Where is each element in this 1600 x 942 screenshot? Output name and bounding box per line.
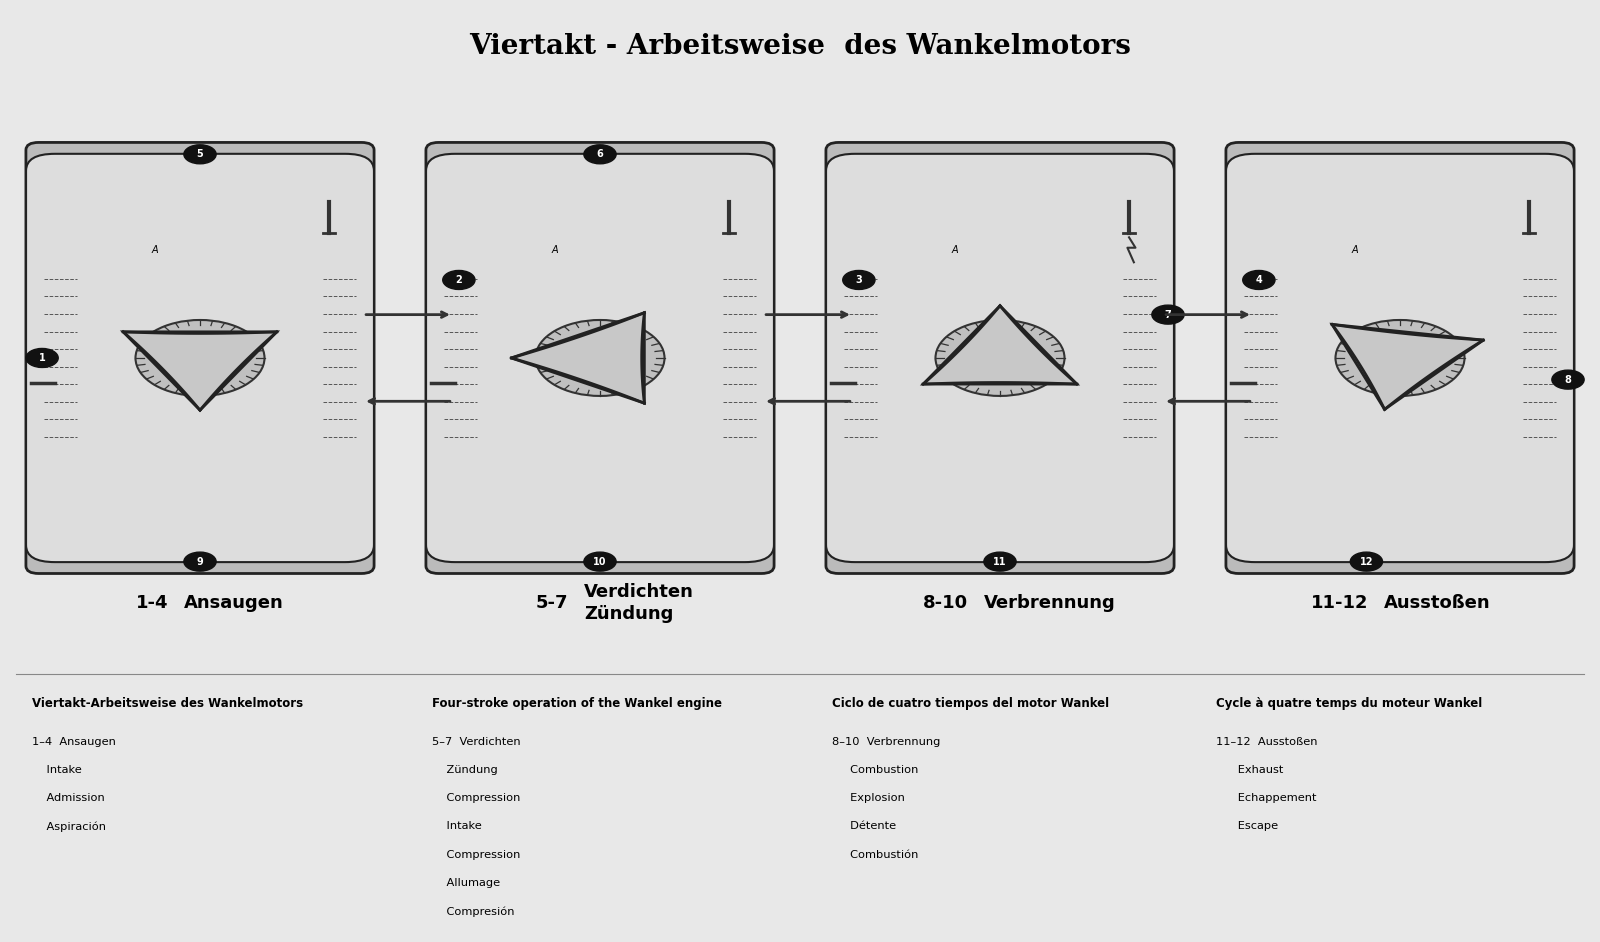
Circle shape [584, 552, 616, 571]
Text: 5: 5 [197, 149, 203, 159]
FancyBboxPatch shape [1226, 154, 1574, 562]
Circle shape [843, 270, 875, 289]
Circle shape [584, 145, 616, 164]
FancyBboxPatch shape [426, 142, 774, 574]
Text: Ausstoßen: Ausstoßen [1384, 593, 1491, 612]
FancyBboxPatch shape [426, 154, 774, 562]
Circle shape [1392, 353, 1408, 363]
Text: A: A [1352, 245, 1358, 254]
Text: Compresión: Compresión [432, 906, 515, 917]
Text: 1-4: 1-4 [136, 593, 168, 612]
FancyBboxPatch shape [826, 142, 1174, 574]
Circle shape [443, 270, 475, 289]
Text: 10: 10 [594, 557, 606, 567]
Text: Détente: Détente [832, 821, 896, 832]
Text: 9: 9 [197, 557, 203, 567]
Text: Four-stroke operation of the Wankel engine: Four-stroke operation of the Wankel engi… [432, 697, 722, 710]
Text: Combustion: Combustion [832, 765, 918, 775]
Circle shape [536, 320, 664, 396]
Text: Admission: Admission [32, 793, 104, 804]
Text: 5-7: 5-7 [536, 593, 568, 612]
Circle shape [1336, 320, 1464, 396]
Text: Intake: Intake [432, 821, 482, 832]
Circle shape [136, 320, 264, 396]
Text: 8–10  Verbrennung: 8–10 Verbrennung [832, 737, 941, 747]
Text: Allumage: Allumage [432, 878, 501, 888]
Text: Ciclo de cuatro tiempos del motor Wankel: Ciclo de cuatro tiempos del motor Wankel [832, 697, 1109, 710]
Text: Compression: Compression [432, 793, 520, 804]
Text: 8: 8 [1565, 375, 1571, 384]
Text: 6: 6 [597, 149, 603, 159]
Circle shape [192, 353, 208, 363]
Text: 1: 1 [38, 353, 45, 363]
Polygon shape [1333, 324, 1483, 410]
FancyBboxPatch shape [26, 142, 374, 574]
Text: 11-12: 11-12 [1310, 593, 1368, 612]
Text: Exhaust: Exhaust [1216, 765, 1283, 775]
Polygon shape [923, 306, 1077, 384]
Text: Cycle à quatre temps du moteur Wankel: Cycle à quatre temps du moteur Wankel [1216, 697, 1482, 710]
Text: 3: 3 [856, 275, 862, 285]
Circle shape [1152, 305, 1184, 324]
Circle shape [592, 353, 608, 363]
Text: 11–12  Ausstoßen: 11–12 Ausstoßen [1216, 737, 1317, 747]
Text: Compression: Compression [432, 850, 520, 860]
Circle shape [163, 336, 237, 380]
Text: 11: 11 [994, 557, 1006, 567]
Circle shape [563, 336, 637, 380]
Text: 4: 4 [1256, 275, 1262, 285]
Text: Escape: Escape [1216, 821, 1278, 832]
FancyBboxPatch shape [26, 154, 374, 562]
Text: A: A [152, 245, 158, 254]
Text: Aspiración: Aspiración [32, 821, 106, 832]
Text: Verdichten
Zündung: Verdichten Zündung [584, 583, 694, 623]
Circle shape [184, 145, 216, 164]
Text: 8-10: 8-10 [923, 593, 968, 612]
Text: A: A [952, 245, 958, 254]
Circle shape [992, 353, 1008, 363]
Text: 5–7  Verdichten: 5–7 Verdichten [432, 737, 520, 747]
Circle shape [26, 349, 58, 367]
Circle shape [1552, 370, 1584, 389]
Text: Viertakt-Arbeitsweise des Wankelmotors: Viertakt-Arbeitsweise des Wankelmotors [32, 697, 302, 710]
Circle shape [984, 552, 1016, 571]
FancyBboxPatch shape [826, 154, 1174, 562]
Text: Zündung: Zündung [432, 765, 498, 775]
Text: Viertakt - Arbeitsweise  des Wankelmotors: Viertakt - Arbeitsweise des Wankelmotors [469, 33, 1131, 60]
Text: Intake: Intake [32, 765, 82, 775]
Circle shape [1350, 552, 1382, 571]
Text: Combustión: Combustión [832, 850, 918, 860]
Text: Echappement: Echappement [1216, 793, 1317, 804]
Text: Ansaugen: Ansaugen [184, 593, 283, 612]
Circle shape [1363, 336, 1437, 380]
Circle shape [963, 336, 1037, 380]
FancyBboxPatch shape [1226, 142, 1574, 574]
Text: 12: 12 [1360, 557, 1373, 567]
Text: Verbrennung: Verbrennung [984, 593, 1115, 612]
Circle shape [1243, 270, 1275, 289]
Polygon shape [123, 332, 277, 410]
Text: 1–4  Ansaugen: 1–4 Ansaugen [32, 737, 115, 747]
Circle shape [184, 552, 216, 571]
Text: 2: 2 [456, 275, 462, 285]
Circle shape [936, 320, 1064, 396]
Text: A: A [552, 245, 558, 254]
Text: 7: 7 [1165, 310, 1171, 319]
Text: Explosion: Explosion [832, 793, 906, 804]
Polygon shape [512, 313, 645, 403]
